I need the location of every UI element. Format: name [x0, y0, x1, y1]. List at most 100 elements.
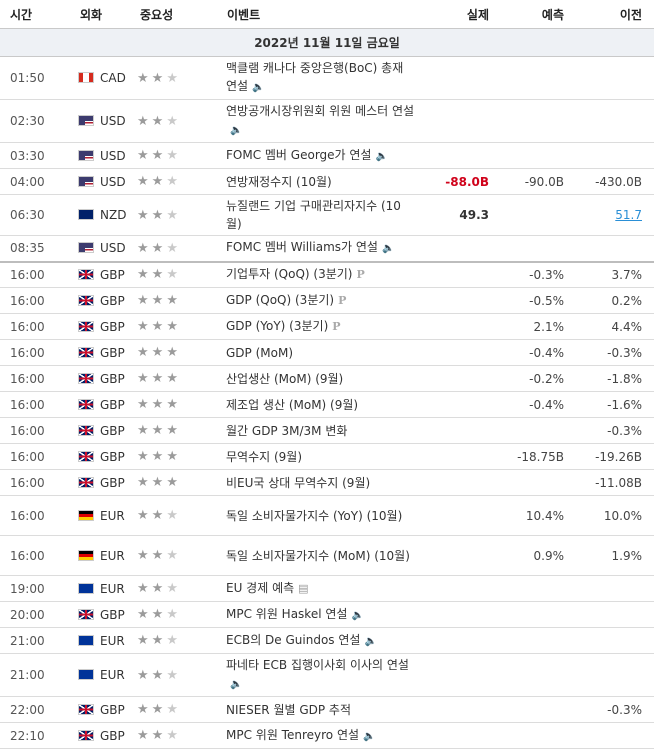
event-cell[interactable]: MPC 위원 Haskel 연설 🔈: [226, 601, 416, 628]
event-name[interactable]: ECB의 De Guindos 연설: [226, 632, 361, 647]
event-cell[interactable]: EU 경제 예측 ▤: [226, 575, 416, 602]
event-cell[interactable]: GDP (MoM): [226, 339, 416, 366]
event-cell[interactable]: ECB의 De Guindos 연설 🔈: [226, 627, 416, 654]
event-cell[interactable]: FOMC 멤버 Williams가 연설 🔈: [226, 235, 416, 263]
event-name[interactable]: 무역수지 (9월): [226, 449, 303, 464]
event-currency: GBP: [70, 417, 136, 444]
forecast-value: [501, 601, 576, 628]
star-filled-icon: ★: [166, 449, 181, 464]
event-name[interactable]: 연방재정수지 (10월): [226, 174, 332, 189]
calendar-row[interactable]: 20:00 GBP ★★★ MPC 위원 Haskel 연설 🔈: [0, 601, 654, 628]
calendar-row[interactable]: 06:30 NZD ★★★ 뉴질랜드 기업 구매관리자지수 (10월) 49.3 51.7: [0, 194, 654, 236]
calendar-row[interactable]: 22:10 GBP ★★★ MPC 위원 Tenreyro 연설 🔈: [0, 722, 654, 749]
actual-value: [416, 653, 501, 697]
calendar-row[interactable]: 08:35 USD ★★★ FOMC 멤버 Williams가 연설 🔈: [0, 235, 654, 263]
actual-value: [416, 391, 501, 418]
event-name[interactable]: 독일 소비자물가지수 (MoM) (10월): [226, 548, 410, 563]
event-cell[interactable]: MPC 위원 Tenreyro 연설 🔈: [226, 722, 416, 749]
event-name[interactable]: GDP (YoY) (3분기): [226, 319, 329, 333]
event-name[interactable]: 독일 소비자물가지수 (YoY) (10월): [226, 508, 403, 523]
event-cell[interactable]: 비EU국 상대 무역수지 (9월): [226, 469, 416, 496]
calendar-row[interactable]: 04:00 USD ★★★ 연방재정수지 (10월) -88.0B -90.0B -430.…: [0, 168, 654, 195]
calendar-row[interactable]: 16:00 GBP ★★★ 무역수지 (9월) -18.75B -19.26B: [0, 443, 654, 470]
event-cell[interactable]: 독일 소비자물가지수 (MoM) (10월): [226, 535, 416, 576]
star-empty-icon: ★: [166, 633, 181, 648]
event-currency: GBP: [70, 313, 136, 340]
event-name[interactable]: 맥클램 캐나다 중앙은행(BoC) 총재 연설: [226, 61, 404, 93]
previous-value: 0.2%: [576, 287, 654, 314]
event-name[interactable]: MPC 위원 Haskel 연설: [226, 606, 348, 621]
calendar-row[interactable]: 16:00 GBP ★★★ 비EU국 상대 무역수지 (9월) -11.08B: [0, 469, 654, 496]
event-cell[interactable]: 월간 GDP 3M/3M 변화: [226, 417, 416, 444]
actual-value: [416, 99, 501, 143]
event-name[interactable]: FOMC 멤버 George가 연설: [226, 147, 372, 162]
previous-revised-link[interactable]: 51.7: [615, 208, 642, 222]
calendar-row[interactable]: 16:00 EUR ★★★ 독일 소비자물가지수 (YoY) (10월) 10.4% 10…: [0, 495, 654, 536]
event-name[interactable]: 파네타 ECB 집행이사회 이사의 연설: [226, 658, 409, 672]
event-cell[interactable]: 제조업 생산 (MoM) (9월): [226, 391, 416, 418]
currency-code: USD: [100, 114, 126, 128]
star-filled-icon: ★: [151, 293, 167, 308]
event-cell[interactable]: 맥클램 캐나다 중앙은행(BoC) 총재 연설 🔈: [226, 56, 416, 100]
forecast-value: 0.9%: [501, 535, 576, 576]
event-cell[interactable]: GDP (YoY) (3분기) P: [226, 313, 416, 340]
event-name[interactable]: 연방공개시장위원회 위원 메스터 연설: [226, 104, 415, 118]
event-cell[interactable]: 연방공개시장위원회 위원 메스터 연설 🔈: [226, 99, 416, 143]
previous-value: -19.26B: [576, 443, 654, 470]
event-cell[interactable]: GDP (QoQ) (3분기) P: [226, 287, 416, 314]
previous-value[interactable]: 51.7: [576, 194, 654, 236]
header-actual[interactable]: 실제: [416, 0, 501, 29]
calendar-row[interactable]: 22:00 GBP ★★★ NIESER 월별 GDP 추적 -0.3%: [0, 696, 654, 723]
header-forecast[interactable]: 예측: [501, 0, 576, 29]
gb-flag-icon: [78, 424, 94, 436]
star-filled-icon: ★: [166, 293, 181, 308]
event-name[interactable]: 비EU국 상대 무역수지 (9월): [226, 475, 371, 490]
speech-icon: 🔈: [230, 679, 243, 690]
event-cell[interactable]: 뉴질랜드 기업 구매관리자지수 (10월): [226, 194, 416, 236]
event-name[interactable]: EU 경제 예측: [226, 581, 295, 595]
event-name[interactable]: 기업투자 (QoQ) (3분기): [226, 267, 353, 282]
header-event[interactable]: 이벤트: [226, 0, 416, 29]
event-cell[interactable]: 산업생산 (MoM) (9월): [226, 365, 416, 392]
event-cell[interactable]: 기업투자 (QoQ) (3분기) P: [226, 261, 416, 288]
calendar-row[interactable]: 21:00 EUR ★★★ ECB의 De Guindos 연설 🔈: [0, 627, 654, 654]
event-time: 16:00: [0, 535, 70, 576]
calendar-row[interactable]: 16:00 GBP ★★★ 월간 GDP 3M/3M 변화 -0.3%: [0, 417, 654, 444]
event-name[interactable]: FOMC 멤버 Williams가 연설: [226, 240, 378, 255]
star-filled-icon: ★: [166, 371, 181, 386]
event-cell[interactable]: 연방재정수지 (10월): [226, 168, 416, 195]
event-cell[interactable]: 파네타 ECB 집행이사회 이사의 연설 🔈: [226, 653, 416, 697]
calendar-row[interactable]: 03:30 USD ★★★ FOMC 멤버 George가 연설 🔈: [0, 142, 654, 169]
header-time[interactable]: 시간: [0, 0, 70, 29]
event-cell[interactable]: FOMC 멤버 George가 연설 🔈: [226, 142, 416, 169]
header-importance[interactable]: 중요성: [136, 0, 226, 29]
event-cell[interactable]: 무역수지 (9월): [226, 443, 416, 470]
calendar-row[interactable]: 16:00 GBP ★★★ 산업생산 (MoM) (9월) -0.2% -1.8%: [0, 365, 654, 392]
star-filled-icon: ★: [151, 113, 167, 129]
calendar-row[interactable]: 16:00 GBP ★★★ 기업투자 (QoQ) (3분기) P -0.3% 3.7%: [0, 261, 654, 288]
calendar-row[interactable]: 01:50 CAD ★★★ 맥클램 캐나다 중앙은행(BoC) 총재 연설 🔈: [0, 56, 654, 100]
event-cell[interactable]: 독일 소비자물가지수 (YoY) (10월): [226, 495, 416, 536]
event-name[interactable]: NIESER 월별 GDP 추적: [226, 702, 352, 717]
star-empty-icon: ★: [166, 113, 181, 129]
event-currency: GBP: [70, 391, 136, 418]
calendar-row[interactable]: 16:00 GBP ★★★ GDP (YoY) (3분기) P 2.1% 4.4%: [0, 313, 654, 340]
event-name[interactable]: GDP (QoQ) (3분기): [226, 293, 335, 307]
calendar-row[interactable]: 21:00 EUR ★★★ 파네타 ECB 집행이사회 이사의 연설🔈: [0, 653, 654, 697]
calendar-row[interactable]: 02:30 USD ★★★ 연방공개시장위원회 위원 메스터 연설🔈: [0, 99, 654, 143]
calendar-row[interactable]: 19:00 EUR ★★★ EU 경제 예측 ▤: [0, 575, 654, 602]
calendar-row[interactable]: 16:00 GBP ★★★ GDP (QoQ) (3분기) P -0.5% 0.2%: [0, 287, 654, 314]
header-previous[interactable]: 이전: [576, 0, 654, 29]
calendar-row[interactable]: 16:00 GBP ★★★ 제조업 생산 (MoM) (9월) -0.4% -1.6%: [0, 391, 654, 418]
event-name[interactable]: 월간 GDP 3M/3M 변화: [226, 423, 348, 438]
calendar-row[interactable]: 16:00 EUR ★★★ 독일 소비자물가지수 (MoM) (10월) 0.9% 1.9…: [0, 535, 654, 576]
event-name[interactable]: 제조업 생산 (MoM) (9월): [226, 397, 359, 412]
event-name[interactable]: MPC 위원 Tenreyro 연설: [226, 727, 360, 742]
event-cell[interactable]: NIESER 월별 GDP 추적: [226, 696, 416, 723]
event-name[interactable]: 뉴질랜드 기업 구매관리자지수 (10월): [226, 199, 401, 231]
event-name[interactable]: GDP (MoM): [226, 345, 294, 360]
calendar-row[interactable]: 16:00 GBP ★★★ GDP (MoM) -0.4% -0.3%: [0, 339, 654, 366]
event-name[interactable]: 산업생산 (MoM) (9월): [226, 371, 344, 386]
header-currency[interactable]: 외화: [70, 0, 136, 29]
